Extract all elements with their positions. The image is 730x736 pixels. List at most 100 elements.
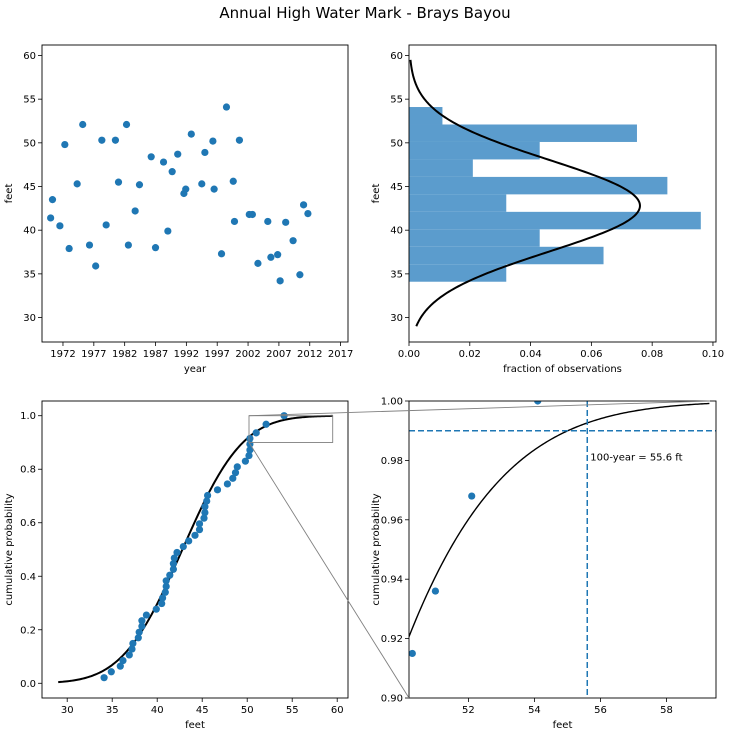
histogram-y-tick-label: 45: [390, 182, 403, 193]
scatter-data-point: [229, 177, 237, 185]
cdf-data-point: [169, 560, 177, 568]
scatter-y-tick-label: 50: [23, 138, 36, 149]
zoom-x-tick-label: 54: [528, 705, 541, 716]
scatter-x-tick-label: 2007: [266, 349, 291, 360]
scatter-data-point: [147, 153, 155, 161]
scatter-x-tick-label: 1992: [174, 349, 199, 360]
scatter-data-point: [124, 241, 132, 249]
histogram-panel: 0.00 0.02 0.04 0.06 0.08 0.10 30 35 40 45 50 55 60 fr…: [371, 44, 724, 375]
scatter-data-point: [289, 237, 297, 245]
cdf-data-point: [245, 451, 253, 460]
zoom-connector-bottom: [248, 442, 410, 699]
histogram-axes-frame: [408, 44, 717, 343]
cdf-y-tick-label: 0.4: [20, 572, 36, 583]
scatter-x-tick-label: 2017: [328, 349, 353, 360]
cdf-x-tick-label: 35: [106, 705, 119, 716]
cdf-x-axis-label: feet: [185, 720, 205, 731]
scatter-data-point: [248, 210, 256, 219]
scatter-data-point: [98, 136, 106, 144]
histogram-bar: [409, 107, 443, 125]
cdf-data-point: [203, 497, 211, 505]
cdf-data-point: [204, 491, 212, 500]
zoom-connector-lines: [248, 400, 711, 699]
scatter-data-point: [85, 241, 94, 249]
scatter-data-point: [217, 250, 226, 258]
scatter-data-point: [210, 185, 218, 193]
scatter-data-point: [296, 271, 304, 279]
return-level-annotation: 100-year = 55.6 ft: [590, 453, 682, 464]
histogram-y-tick-label: 50: [390, 138, 403, 149]
cdf-y-tick-label: 0.6: [20, 518, 36, 529]
scatter-y-tick-label: 40: [23, 226, 36, 237]
zoom-x-tick-label: 52: [462, 705, 475, 716]
cdf-data-point: [233, 463, 241, 471]
cdf-data-point: [195, 526, 204, 534]
cdf-data-point: [200, 514, 208, 522]
scatter-data-point: [122, 120, 131, 129]
scatter-data-point: [151, 244, 160, 252]
cdf-data-point: [262, 420, 270, 428]
scatter-data-point: [274, 251, 282, 259]
cdf-data-point: [179, 542, 187, 551]
scatter-y-tick-label: 30: [23, 313, 36, 324]
scatter-data-point: [264, 217, 272, 226]
cdf-data-point: [195, 520, 204, 528]
scatter-data-point: [209, 137, 217, 145]
cdf-panel: 30 35 40 45 50 55 60 0.0 0.2 0.4 0.6 0.8 1.0 feet cumu…: [4, 400, 349, 731]
zoom-x-tick-label: 58: [660, 705, 673, 716]
histogram-y-tick-label: 35: [390, 269, 403, 280]
zoom-y-tick-label: 0.94: [381, 575, 403, 586]
zoom-y-tick-label: 0.96: [381, 515, 403, 526]
scatter-y-tick-label: 45: [23, 182, 36, 193]
cdf-data-point: [142, 611, 150, 619]
zoom-data-point: [431, 587, 440, 595]
histogram-x-tick-label: 0.02: [459, 349, 481, 360]
cdf-data-point: [201, 508, 209, 517]
cdf-data-point: [173, 548, 181, 557]
cdf-data-point: [241, 457, 249, 465]
cdf-data-point: [231, 469, 240, 477]
cdf-y-tick-label: 1.0: [20, 411, 36, 422]
scatter-data-point: [135, 181, 144, 189]
cdf-data-point: [201, 503, 209, 511]
cdf-data-point: [229, 474, 237, 482]
cdf-data-point: [213, 486, 222, 494]
histogram-x-tick-label: 0.08: [641, 349, 663, 360]
scatter-y-axis-label: feet: [4, 184, 15, 204]
scatter-data-point: [282, 218, 290, 226]
scatter-data-point: [198, 180, 206, 188]
cdf-data-point: [246, 446, 254, 454]
cdf-data-point: [161, 588, 169, 596]
cdf-x-tick-label: 60: [331, 705, 344, 716]
cdf-data-point: [138, 622, 146, 630]
cdf-y-tick-label: 0.8: [20, 465, 36, 476]
scatter-data-point: [230, 217, 239, 226]
cdf-data-point: [223, 480, 231, 488]
scatter-data-point: [222, 103, 231, 111]
scatter-data-point: [48, 196, 57, 204]
histogram-x-axis-label: fraction of observations: [503, 364, 622, 375]
scatter-data-point: [131, 207, 139, 215]
scatter-data-point: [267, 253, 275, 261]
scatter-data-point: [201, 148, 209, 157]
normal-cdf-curve: [58, 414, 333, 684]
cdf-data-point: [135, 628, 143, 636]
cdf-data-point: [246, 434, 254, 443]
histogram-y-tick-label: 55: [390, 95, 403, 106]
zoom-x-tick-label: 56: [594, 705, 607, 716]
cdf-data-point: [162, 577, 170, 585]
zoom-y-tick-label: 0.98: [381, 456, 403, 467]
scatter-data-point: [174, 150, 182, 158]
zoom-y-axis-label: cumulative probability: [371, 493, 382, 605]
cdf-x-tick-label: 50: [241, 705, 254, 716]
scatter-data-point: [92, 262, 100, 270]
scatter-data-point: [276, 277, 284, 285]
cdf-data-point: [170, 554, 178, 562]
scatter-x-tick-label: 2012: [297, 349, 322, 360]
scatter-data-point: [47, 214, 55, 222]
cdf-data-point: [116, 662, 124, 670]
cdf-data-point: [138, 617, 146, 625]
cdf-data-point: [191, 531, 199, 539]
zoom-axes-frame: [408, 400, 717, 699]
